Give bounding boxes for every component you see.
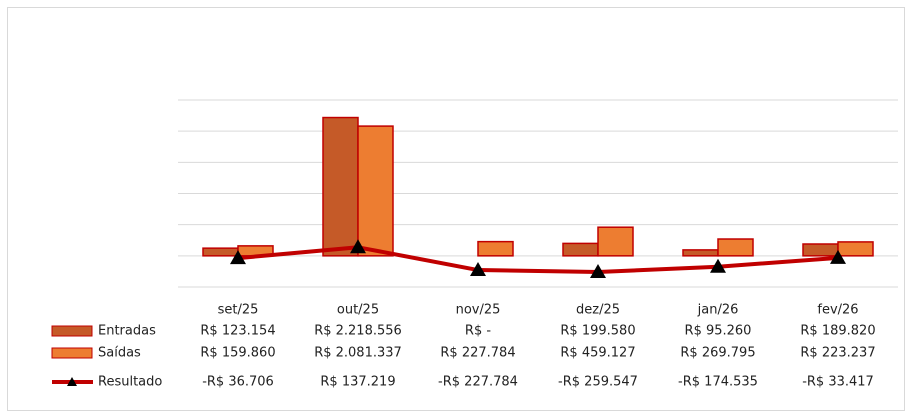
data-table-cell: R$ 459.127 bbox=[560, 346, 635, 361]
data-table-cell: R$ 223.237 bbox=[800, 346, 875, 361]
bar bbox=[802, 243, 839, 257]
marker bbox=[590, 264, 606, 279]
data-table-cell: R$ 137.219 bbox=[320, 375, 395, 390]
marker bbox=[470, 262, 486, 277]
data-table-cell: -R$ 259.547 bbox=[558, 375, 638, 390]
data-table-cell: R$ 199.580 bbox=[560, 324, 635, 339]
data-table-cell: R$ 269.795 bbox=[680, 346, 755, 361]
data-table-cell: R$ 123.154 bbox=[200, 324, 275, 339]
data-table-cell: -R$ 174.535 bbox=[678, 375, 758, 390]
chart-frame bbox=[7, 7, 905, 411]
bar bbox=[682, 249, 719, 257]
x-tick-label: jan/26 bbox=[697, 303, 739, 318]
legend-label: Resultado bbox=[98, 375, 162, 390]
legend-marker bbox=[67, 377, 77, 386]
bar bbox=[477, 240, 514, 257]
marker bbox=[830, 249, 846, 264]
data-table-cell: R$ - bbox=[465, 324, 491, 339]
bar bbox=[562, 242, 599, 257]
data-table-cell: -R$ 36.706 bbox=[202, 375, 274, 390]
data-table-cell: R$ 2.081.337 bbox=[314, 346, 402, 361]
bar bbox=[202, 247, 239, 257]
data-table-cell: R$ 2.218.556 bbox=[314, 324, 402, 339]
bar bbox=[357, 125, 394, 257]
legend-key bbox=[51, 347, 93, 359]
x-tick-label: fev/26 bbox=[817, 303, 858, 318]
marker bbox=[230, 250, 246, 265]
line bbox=[237, 245, 839, 275]
marker bbox=[350, 239, 366, 254]
data-table-cell: R$ 159.860 bbox=[200, 346, 275, 361]
bar bbox=[597, 226, 634, 257]
marker bbox=[710, 258, 726, 273]
data-table-cell: R$ 189.820 bbox=[800, 324, 875, 339]
bar bbox=[322, 116, 359, 257]
legend-key bbox=[51, 325, 93, 337]
data-table-cell: -R$ 227.784 bbox=[438, 375, 518, 390]
legend-label: Entradas bbox=[98, 324, 156, 339]
x-tick-label: set/25 bbox=[218, 303, 259, 318]
x-tick-label: out/25 bbox=[337, 303, 379, 318]
data-table-cell: -R$ 33.417 bbox=[802, 375, 874, 390]
data-table-cell: R$ 227.784 bbox=[440, 346, 515, 361]
bar bbox=[837, 241, 874, 257]
x-tick-label: dez/25 bbox=[576, 303, 620, 318]
bar bbox=[717, 238, 754, 257]
x-tick-label: nov/25 bbox=[456, 303, 501, 318]
legend-label: Saídas bbox=[98, 346, 141, 361]
data-table-cell: R$ 95.260 bbox=[685, 324, 752, 339]
